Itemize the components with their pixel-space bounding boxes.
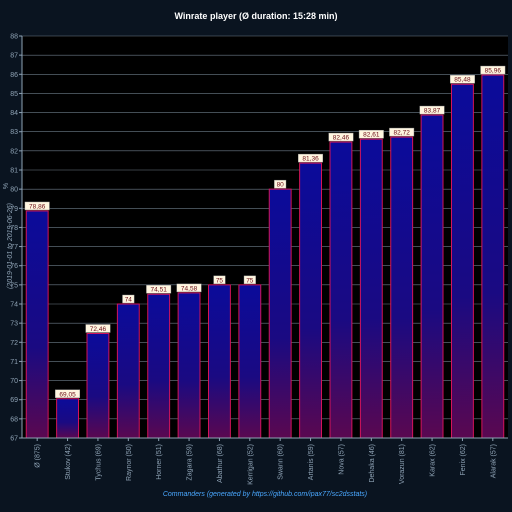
y-tick-label: 71 [10,359,18,366]
x-tick-label: Nova (57) [338,444,345,475]
x-axis-label: Commanders (generated by https://github.… [163,491,367,498]
y-tick-label: 67 [10,436,18,443]
data-label-box [24,201,50,211]
x-tick-label: Kerrigan (52) [247,444,254,485]
x-tick-label: Horner (51) [156,444,163,480]
data-label: 72,46 [90,326,107,333]
x-tick-label: Artanis (59) [308,444,315,480]
x-tick-label: Alarak (57) [490,444,497,478]
bar [268,188,292,439]
data-label: 75 [216,277,224,284]
x-tick-label: Ø (875) [35,444,42,468]
x-tick-label: Zagara (59) [187,444,194,481]
data-label: 81,36 [302,156,319,163]
data-label: 80 [277,182,285,189]
data-label-box [176,283,202,293]
y-tick-label: 84 [10,110,18,117]
data-label: 74,51 [151,287,168,294]
y-tick-label: 83 [10,129,18,136]
y-axis-date-range: (2019-01-01 to 2019-06-26) [7,203,14,289]
y-tick-label: 68 [10,416,18,423]
y-tick-label: 79 [10,206,18,213]
chart-title: Winrate player (Ø duration: 15:28 min) [175,11,338,21]
data-label-box [55,389,81,398]
data-label-box [243,275,256,285]
y-tick-label: 70 [10,378,18,385]
data-label: 85,96 [485,68,502,75]
data-label: 82,61 [363,132,380,139]
data-label-box [274,179,287,189]
data-label: 69,05 [59,391,76,398]
data-label-box [358,129,384,139]
data-label: 83,87 [424,108,441,115]
x-tick-label: Vorazun (81) [399,444,406,484]
data-label: 85,48 [454,77,471,84]
data-label: 75 [246,277,254,284]
y-tick-label: 81 [10,168,18,175]
y-tick-label: 88 [10,34,18,41]
data-label-box [389,127,415,137]
bar [390,136,414,439]
y-tick-label: 78 [10,225,18,232]
data-label: 82,72 [394,130,411,137]
y-axis-label: % [3,183,10,189]
x-tick-label: Raynor (50) [126,444,133,481]
x-tick-label: Swann (60) [278,444,285,480]
data-label: 82,46 [333,135,350,142]
data-label-box [298,153,324,163]
bar [116,303,140,439]
y-tick-label: 85 [10,91,18,98]
data-label: 74 [125,297,133,304]
y-tick-label: 80 [10,187,18,194]
data-label: 78,86 [29,203,46,210]
bar [329,141,353,439]
data-label-box [146,285,172,294]
y-tick-label: 72 [10,340,18,347]
y-tick-label: 73 [10,321,18,328]
bar [299,162,322,439]
data-label-box [328,132,354,142]
bar [481,74,505,439]
x-tick-label: Abathur (68) [217,444,224,483]
y-tick-label: 69 [10,397,18,404]
data-labels: 78,86 69,05 72,46 74 74,51 74,58 75 75 80 81,36 82… [24,65,506,398]
bar [238,284,262,439]
bar-series [25,74,505,439]
x-tick-label: Tychus (69) [95,444,102,481]
data-label-box [449,75,475,84]
bar [25,210,49,439]
data-label: 74,58 [181,285,198,292]
bar [147,293,171,439]
bar [420,114,444,439]
data-label-box [480,65,506,75]
y-tick-labels: 67 68 69 70 71 72 73 74 75 76 77 78 79 80 81 82 83 84 85 86… [10,34,22,443]
y-tick-label: 86 [10,72,18,79]
x-tick-labels: Ø (875) Stukov (42) Tychus (69) Raynor (50)… [35,438,497,485]
y-tick-label: 74 [10,302,18,309]
data-label-box [122,294,135,304]
bar [208,284,231,439]
y-tick-label: 76 [10,263,18,270]
x-tick-label: Karax (62) [430,444,437,477]
y-tick-label: 82 [10,148,18,155]
data-label-box [213,275,226,285]
bar [56,398,79,439]
data-label-box [85,324,111,333]
bar [86,332,110,439]
y-tick-label: 87 [10,53,18,60]
bar [451,83,474,439]
bar [359,138,383,439]
x-tick-label: Fenix (62) [460,444,467,476]
x-tick-label: Stukov (42) [65,444,72,480]
x-tick-label: Dehaka (46) [369,444,376,483]
bar [177,292,201,439]
y-tick-label: 75 [10,282,18,289]
data-label-box [419,105,445,115]
y-tick-label: 77 [10,244,18,251]
